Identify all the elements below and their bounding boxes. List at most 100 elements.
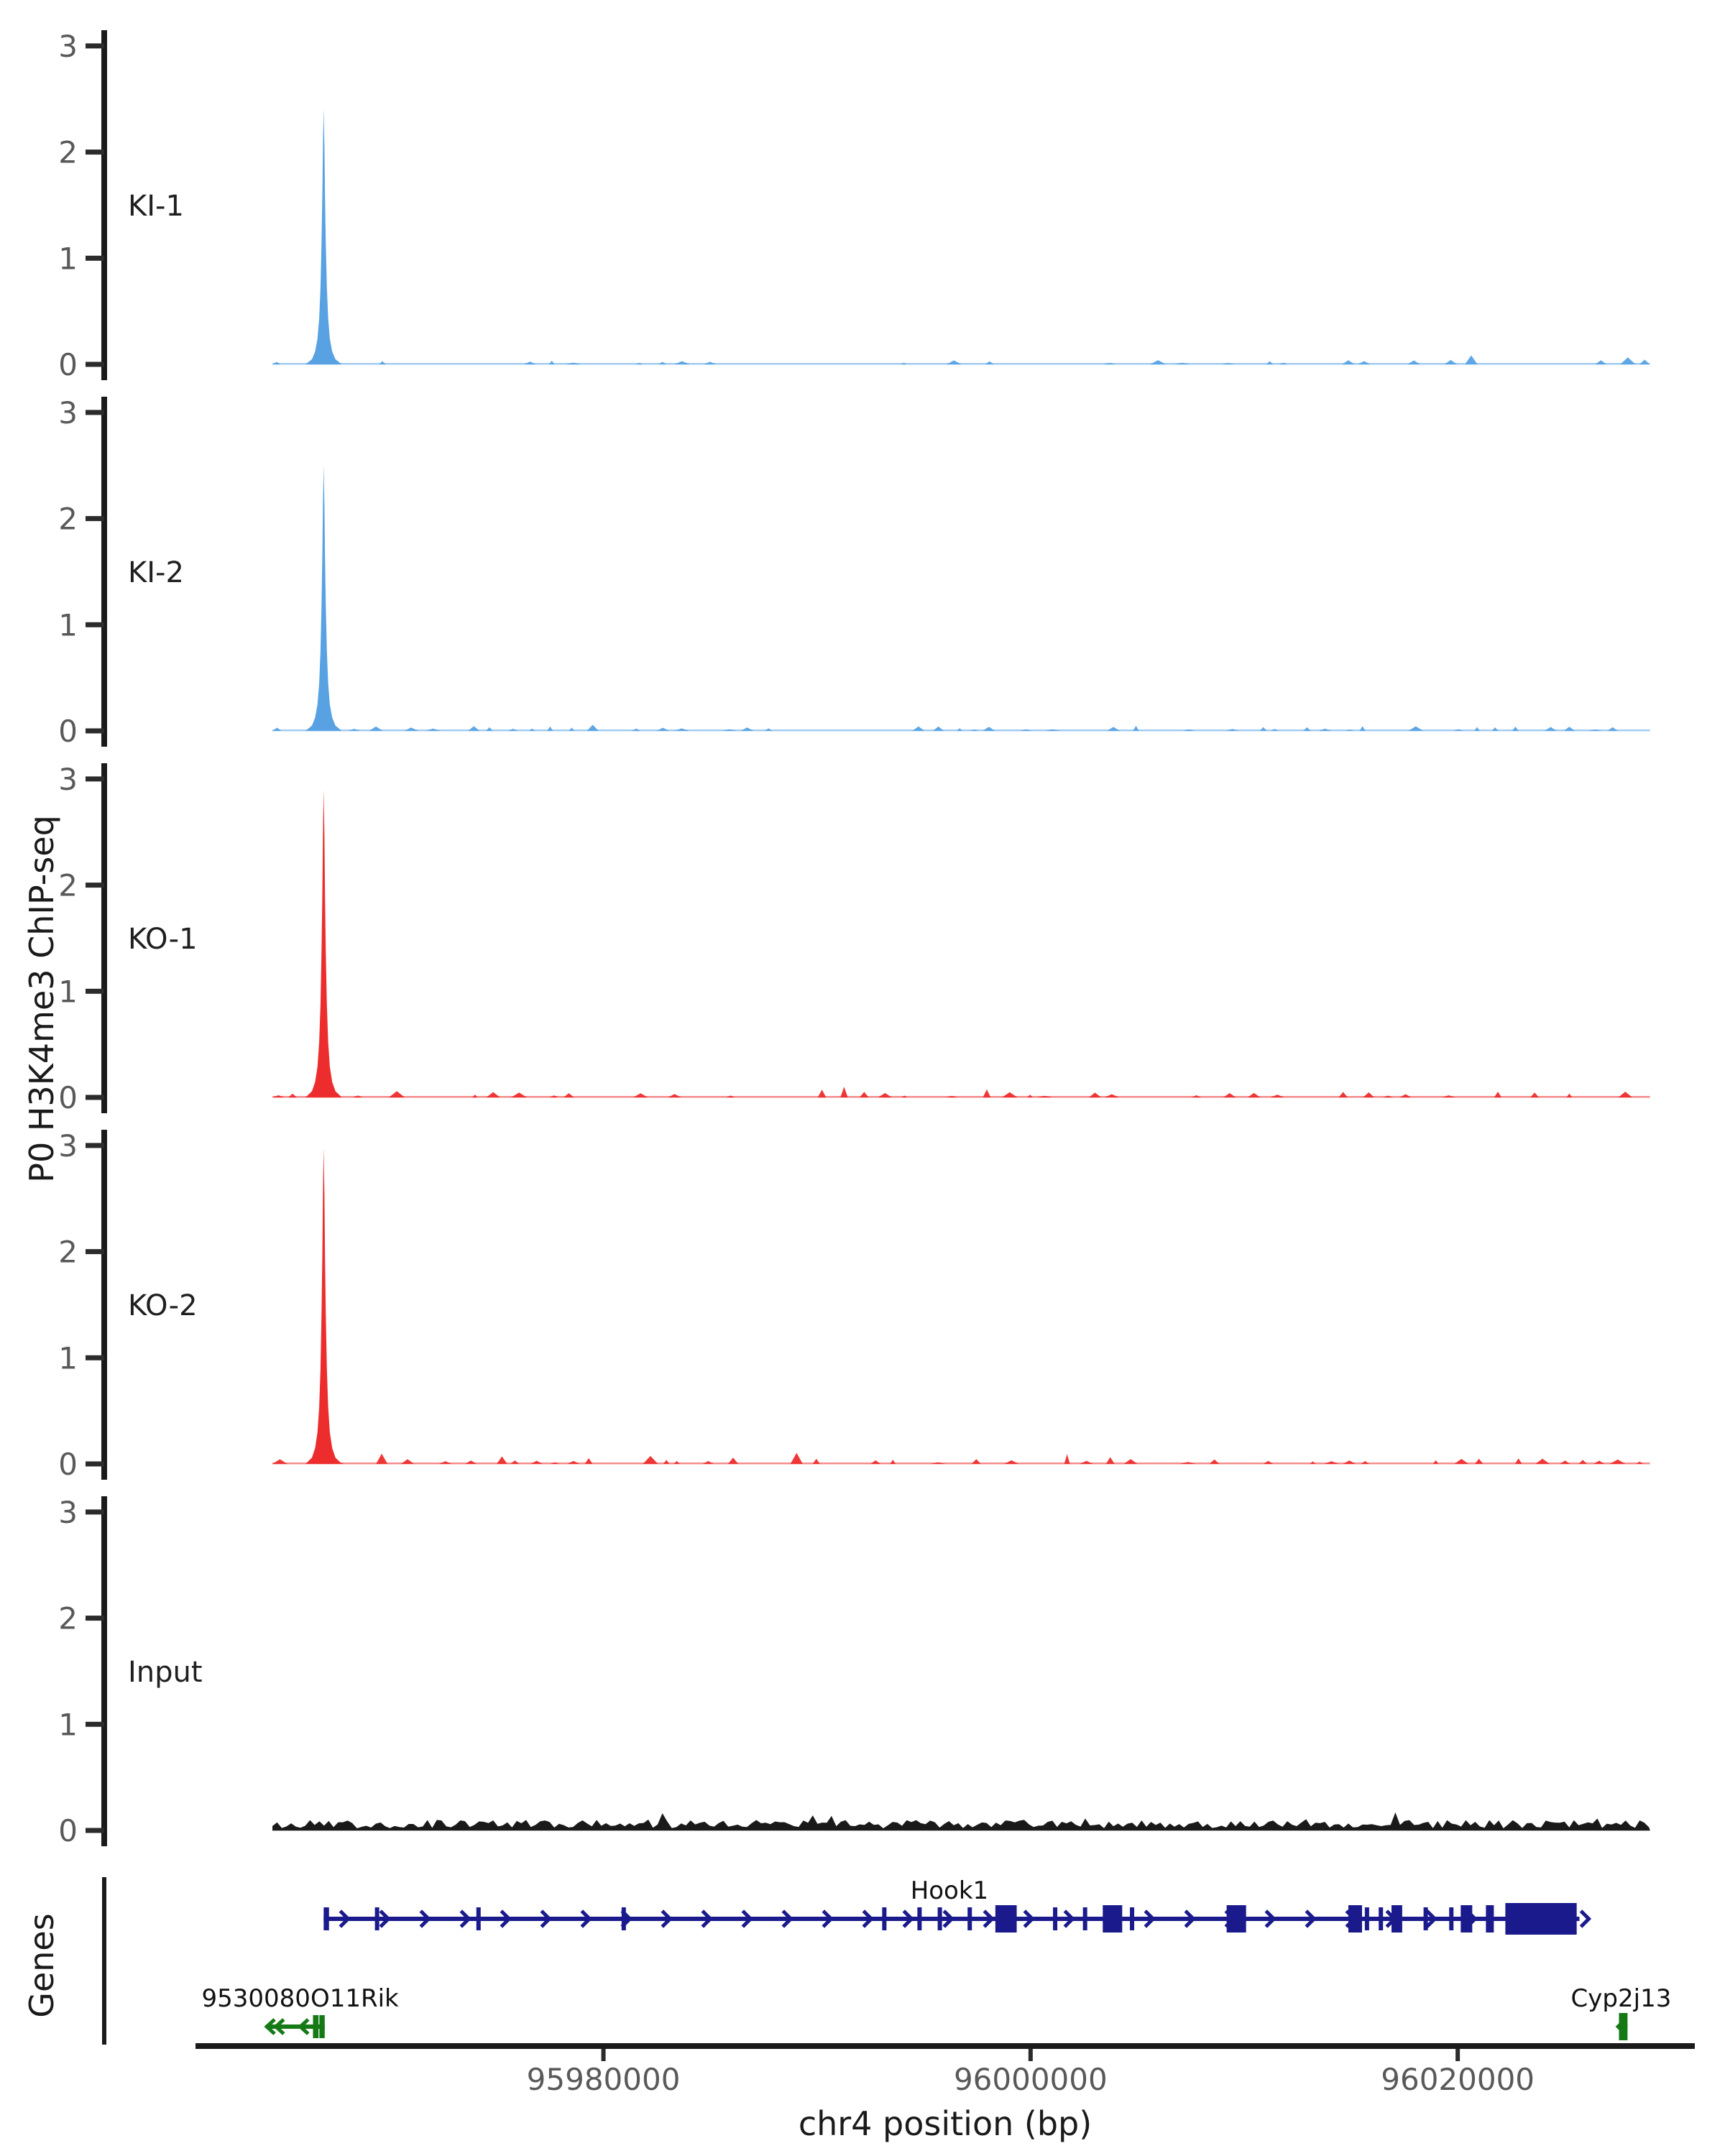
strand-arrow-right-icon bbox=[1184, 1909, 1196, 1928]
y-tick-label-2: 2 bbox=[58, 135, 78, 170]
track-KI-1: 0 1 2 3 KI-1 bbox=[58, 29, 1650, 382]
strand-arrow-right-icon bbox=[902, 1909, 914, 1928]
exon-block bbox=[1486, 1905, 1494, 1932]
y-tick-label-1: 1 bbox=[58, 241, 78, 276]
y-tick-label-1: 1 bbox=[58, 974, 78, 1009]
track-label-KO-2: KO-2 bbox=[128, 1289, 198, 1322]
x-axis: 95980000 96000000 96020000 bbox=[196, 2043, 1695, 2097]
strand-arrow-right-icon bbox=[701, 1909, 713, 1928]
track-Input: 0 1 2 3 Input bbox=[58, 1495, 1650, 1848]
y-tick-1 bbox=[86, 255, 104, 261]
strand-arrow-right-icon bbox=[540, 1909, 552, 1928]
y-axis-line bbox=[101, 1496, 107, 1846]
y-tick-label-1: 1 bbox=[58, 1340, 78, 1376]
y-tick-label-2: 2 bbox=[58, 1601, 78, 1636]
x-tick-label-96020000: 96020000 bbox=[1381, 2062, 1535, 2097]
y-tick-label-3: 3 bbox=[58, 29, 78, 64]
x-axis-label: chr4 position (bp) bbox=[798, 2104, 1092, 2143]
exon-block bbox=[1379, 1907, 1384, 1930]
peak-KO-2 bbox=[305, 1147, 342, 1464]
baseline-signal bbox=[272, 1096, 1650, 1098]
strand-arrow-left-icon bbox=[298, 2018, 310, 2035]
exon-block bbox=[621, 1907, 626, 1930]
gene-body-line bbox=[266, 2024, 325, 2029]
y-axis-line bbox=[101, 30, 107, 380]
strand-arrow-left-icon bbox=[273, 2018, 285, 2035]
exon-block bbox=[1423, 1907, 1428, 1930]
x-tick-label-96000000: 96000000 bbox=[954, 2062, 1108, 2097]
exon-block bbox=[1348, 1905, 1363, 1932]
strand-arrow-right-icon bbox=[1425, 1909, 1438, 1928]
y-tick-label-0: 0 bbox=[58, 714, 78, 749]
strand-arrow-right-icon bbox=[339, 1909, 351, 1928]
y-tick-1 bbox=[86, 1355, 104, 1360]
exon-block bbox=[1619, 2013, 1628, 2040]
y-tick-1 bbox=[86, 622, 104, 627]
background-noise-signal bbox=[272, 1087, 1632, 1097]
y-tick-label-1: 1 bbox=[58, 607, 78, 642]
exon-block bbox=[967, 1907, 972, 1930]
strand-arrow-right-icon bbox=[1264, 1909, 1276, 1928]
track-KI-2: 0 1 2 3 KI-2 bbox=[58, 395, 1650, 749]
y-tick-label-1: 1 bbox=[58, 1707, 78, 1742]
strand-arrow-right-icon bbox=[822, 1909, 834, 1928]
exon-block bbox=[882, 1907, 887, 1930]
x-tick-96020000 bbox=[1455, 2049, 1460, 2061]
y-tick-3 bbox=[86, 410, 104, 415]
track-label-Input: Input bbox=[128, 1656, 203, 1689]
exon-block bbox=[995, 1905, 1017, 1932]
y-axis-line bbox=[101, 763, 107, 1113]
exon-block bbox=[323, 1907, 329, 1930]
strand-arrow-right-icon bbox=[1063, 1909, 1075, 1928]
y-tick-label-2: 2 bbox=[58, 502, 78, 537]
y-tick-label-0: 0 bbox=[58, 347, 78, 382]
y-tick-0 bbox=[86, 1461, 104, 1467]
exon-block bbox=[319, 2015, 325, 2038]
gene-label-Cyp2j13: Cyp2j13 bbox=[1571, 1984, 1672, 2013]
exon-block bbox=[1226, 1905, 1246, 1932]
strand-arrow-right-icon bbox=[1579, 1909, 1592, 1928]
strand-arrow-right-icon bbox=[1023, 1909, 1035, 1928]
y-tick-3 bbox=[86, 43, 104, 49]
background-noise-signal bbox=[272, 724, 1618, 731]
strand-arrow-right-icon bbox=[942, 1909, 954, 1928]
strand-arrow-right-icon bbox=[862, 1909, 874, 1928]
gene-9530080O11Rik: 9530080O11Rik bbox=[202, 1984, 399, 2038]
strand-arrow-right-icon bbox=[459, 1909, 472, 1928]
y-axis-line bbox=[101, 397, 107, 747]
y-tick-label-3: 3 bbox=[58, 1128, 78, 1164]
gene-Hook1: Hook1 bbox=[323, 1876, 1592, 1935]
track-label-KI-1: KI-1 bbox=[128, 190, 184, 223]
peak-KO-1 bbox=[305, 789, 342, 1097]
y-tick-label-2: 2 bbox=[58, 1235, 78, 1270]
strand-arrow-right-icon bbox=[661, 1909, 673, 1928]
y-tick-label-3: 3 bbox=[58, 395, 78, 430]
exon-block bbox=[1082, 1907, 1087, 1930]
strand-arrow-right-icon bbox=[379, 1909, 391, 1928]
background-noise-signal bbox=[272, 1452, 1644, 1464]
exon-block bbox=[1364, 1907, 1369, 1930]
gene-Cyp2j13: Cyp2j13 bbox=[1571, 1984, 1672, 2040]
strand-arrow-right-icon bbox=[1144, 1909, 1156, 1928]
genes-panel: Hook1 9530080O11Rik Cyp2j13 bbox=[102, 1876, 1671, 2045]
genes-axis-line bbox=[102, 1877, 106, 2045]
strand-arrow-right-icon bbox=[500, 1909, 512, 1928]
genes-panel-label: Genes bbox=[22, 1913, 61, 2018]
exon-block bbox=[476, 1907, 481, 1930]
exon-block bbox=[374, 1907, 380, 1930]
track-label-KO-1: KO-1 bbox=[128, 923, 198, 956]
y-tick-0 bbox=[86, 361, 104, 367]
y-tick-2 bbox=[86, 1249, 104, 1255]
gene-label-Hook1: Hook1 bbox=[911, 1876, 989, 1905]
y-tick-label-0: 0 bbox=[58, 1447, 78, 1482]
y-tick-1 bbox=[86, 1721, 104, 1727]
exon-block bbox=[1460, 1905, 1473, 1932]
strand-arrow-right-icon bbox=[983, 1909, 995, 1928]
y-tick-1 bbox=[86, 988, 104, 994]
x-axis-line bbox=[196, 2043, 1695, 2049]
y-tick-3 bbox=[86, 1143, 104, 1148]
y-tick-label-0: 0 bbox=[58, 1080, 78, 1115]
strand-arrow-right-icon bbox=[1305, 1909, 1317, 1928]
